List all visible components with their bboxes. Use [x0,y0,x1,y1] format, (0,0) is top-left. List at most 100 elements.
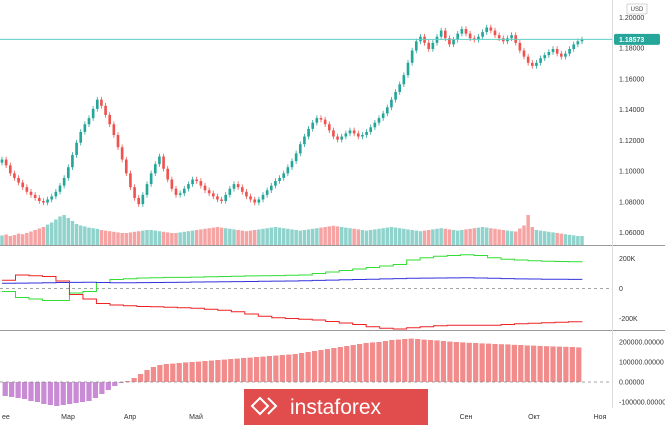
cot-series-1[interactable] [2,277,583,284]
candle-body[interactable] [54,191,58,197]
candle-body[interactable] [46,199,49,203]
candle-body[interactable] [253,199,257,203]
candle-body[interactable] [303,136,306,145]
candle-body[interactable] [108,115,112,125]
histogram-bar[interactable] [9,382,15,397]
histogram-bar[interactable] [376,342,382,382]
candle-body[interactable] [406,62,410,76]
histogram-bar[interactable] [202,361,208,382]
candle-body[interactable] [576,41,580,45]
candle-body[interactable] [50,196,54,200]
candle-body[interactable] [133,187,136,198]
candle-body[interactable] [25,187,29,192]
histogram-bar[interactable] [144,370,150,382]
candle-body[interactable] [166,168,170,180]
candle-body[interactable] [4,159,8,166]
candle-body[interactable] [381,113,385,119]
candle-body[interactable] [261,194,265,200]
candle-body[interactable] [311,122,315,129]
histogram-bar[interactable] [189,362,195,382]
histogram-bar[interactable] [569,347,575,382]
candle-body[interactable] [323,119,327,125]
candle-body[interactable] [327,124,331,131]
candle-body[interactable] [178,193,182,195]
candle-body[interactable] [294,153,298,162]
histogram-bar[interactable] [408,338,414,382]
candle-body[interactable] [510,35,513,39]
candle-body[interactable] [87,118,91,125]
candle-body[interactable] [216,196,219,200]
candle-body[interactable] [543,55,547,59]
candle-body[interactable] [116,134,120,148]
histogram-bar[interactable] [415,339,421,382]
candle-body[interactable] [249,196,252,200]
candle-body[interactable] [141,194,145,205]
candle-body[interactable] [269,185,273,191]
candle-body[interactable] [344,133,348,137]
candle-body[interactable] [427,42,431,49]
histogram-bar[interactable] [543,346,550,382]
histogram-bar[interactable] [2,382,8,396]
candle-body[interactable] [485,27,489,33]
candle-body[interactable] [398,84,402,92]
histogram-bar[interactable] [292,354,298,382]
histogram-bars[interactable] [2,338,582,406]
candle-body[interactable] [240,187,244,192]
candle-body[interactable] [522,50,526,57]
candle-body[interactable] [174,188,178,195]
histogram-bar[interactable] [228,359,234,382]
candle-body[interactable] [315,118,319,123]
histogram-bar[interactable] [266,356,273,382]
histogram-bar[interactable] [537,346,543,382]
histogram-bar[interactable] [492,344,498,382]
candle-body[interactable] [158,156,161,165]
candle-body[interactable] [137,197,141,205]
candle-body[interactable] [369,127,373,132]
candle-body[interactable] [361,134,364,137]
histogram-bar[interactable] [299,353,305,382]
candle-body[interactable] [21,182,25,188]
candle-body[interactable] [228,188,232,195]
histogram-bar[interactable] [427,340,434,382]
histogram-bar[interactable] [434,340,440,382]
candle-body[interactable] [145,184,149,195]
candle-body[interactable] [559,53,563,57]
histogram-bar[interactable] [318,350,324,382]
histogram-bar[interactable] [67,382,73,404]
candle-body[interactable] [236,184,240,188]
candle-body[interactable] [282,173,286,178]
candle-body[interactable] [431,42,435,49]
histogram-bar[interactable] [92,382,99,398]
histogram-bar[interactable] [247,357,253,382]
histogram-bar[interactable] [485,343,492,382]
candle-body[interactable] [385,107,389,114]
histogram-bar[interactable] [402,339,408,382]
histogram-bar[interactable] [337,347,343,382]
candle-body[interactable] [356,133,360,137]
histogram-bar[interactable] [15,382,21,398]
histogram-bar[interactable] [47,382,53,405]
candle-body[interactable] [220,199,223,202]
candle-body[interactable] [555,48,559,54]
histogram-bar[interactable] [260,356,266,382]
histogram-bar[interactable] [176,363,182,382]
histogram-bar[interactable] [421,339,427,382]
candle-body[interactable] [365,131,368,135]
candle-body[interactable] [452,39,455,45]
candle-body[interactable] [448,38,451,45]
histogram-bar[interactable] [518,345,524,382]
candle-body[interactable] [83,124,87,132]
candle-body[interactable] [530,62,534,66]
candle-body[interactable] [319,118,323,120]
candle-body[interactable] [274,181,277,186]
histogram-bar[interactable] [241,358,247,382]
histogram-bar[interactable] [479,343,485,382]
currency-box[interactable] [626,3,648,15]
candle-body[interactable] [456,33,460,40]
histogram-bar[interactable] [215,360,221,382]
candle-body[interactable] [129,173,132,188]
candle-body[interactable] [153,164,157,174]
candle-body[interactable] [75,142,78,155]
candle-body[interactable] [120,147,124,160]
candle-body[interactable] [493,30,497,36]
